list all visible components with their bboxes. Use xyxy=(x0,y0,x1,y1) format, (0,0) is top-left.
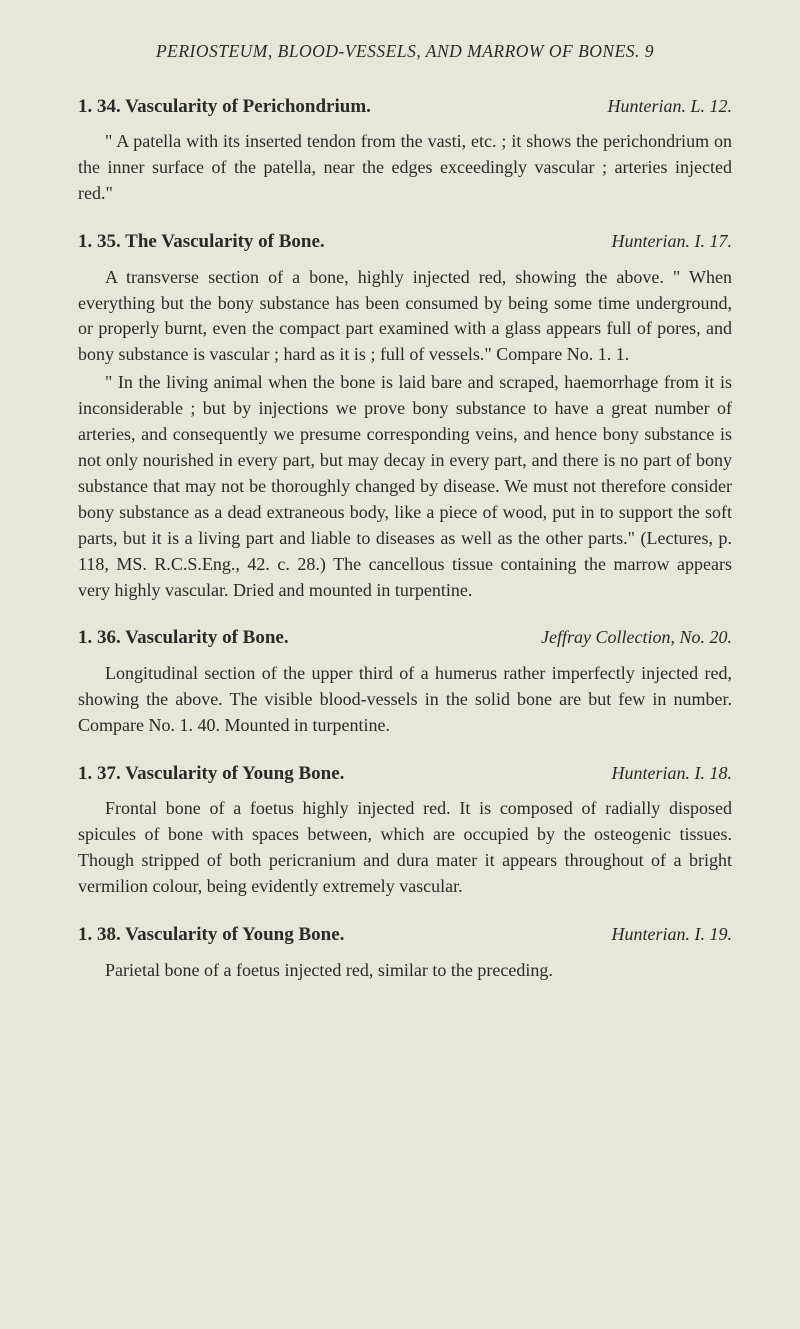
entry-title: 1. 36. Vascularity of Bone. xyxy=(78,625,289,651)
entry-header: 1. 38. Vascularity of Young Bone. Hunter… xyxy=(78,922,732,948)
entry-body: " A patella with its inserted tendon fro… xyxy=(78,129,732,207)
entry: 1. 34. Vascularity of Perichondrium. Hun… xyxy=(78,94,732,207)
entry-body: A transverse section of a bone, highly i… xyxy=(78,265,732,604)
entry: 1. 37. Vascularity of Young Bone. Hunter… xyxy=(78,761,732,900)
entry-title: 1. 38. Vascularity of Young Bone. xyxy=(78,922,344,948)
entry: 1. 38. Vascularity of Young Bone. Hunter… xyxy=(78,922,732,984)
entry-header: 1. 36. Vascularity of Bone. Jeffray Coll… xyxy=(78,625,732,651)
entry-paragraph: " In the living animal when the bone is … xyxy=(78,370,732,603)
entry-body: Longitudinal section of the upper third … xyxy=(78,661,732,739)
entry-paragraph: Frontal bone of a foetus highly injected… xyxy=(78,796,732,900)
entry-body: Frontal bone of a foetus highly injected… xyxy=(78,796,732,900)
entry-paragraph: Parietal bone of a foetus injected red, … xyxy=(78,958,732,984)
entry-title: 1. 37. Vascularity of Young Bone. xyxy=(78,761,344,787)
entry-reference: Hunterian. L. 12. xyxy=(607,94,732,118)
entry-header: 1. 37. Vascularity of Young Bone. Hunter… xyxy=(78,761,732,787)
entry: 1. 36. Vascularity of Bone. Jeffray Coll… xyxy=(78,625,732,738)
page-header: PERIOSTEUM, BLOOD-VESSELS, AND MARROW OF… xyxy=(78,40,732,64)
entry-title: 1. 34. Vascularity of Perichondrium. xyxy=(78,94,371,120)
entry: 1. 35. The Vascularity of Bone. Hunteria… xyxy=(78,229,732,603)
entry-reference: Hunterian. I. 19. xyxy=(612,922,733,946)
entry-title: 1. 35. The Vascularity of Bone. xyxy=(78,229,325,255)
ref-text: Jeffray Collection, No. 20. xyxy=(541,627,732,647)
entry-reference: Hunterian. I. 17. xyxy=(612,229,733,253)
entry-reference: Jeffray Collection, No. 20. xyxy=(541,625,732,649)
entry-paragraph: Longitudinal section of the upper third … xyxy=(78,661,732,739)
entry-body: Parietal bone of a foetus injected red, … xyxy=(78,958,732,984)
entry-paragraph: " A patella with its inserted tendon fro… xyxy=(78,129,732,207)
entry-reference: Hunterian. I. 18. xyxy=(612,761,733,785)
entry-paragraph: A transverse section of a bone, highly i… xyxy=(78,265,732,369)
entry-header: 1. 34. Vascularity of Perichondrium. Hun… xyxy=(78,94,732,120)
entry-header: 1. 35. The Vascularity of Bone. Hunteria… xyxy=(78,229,732,255)
